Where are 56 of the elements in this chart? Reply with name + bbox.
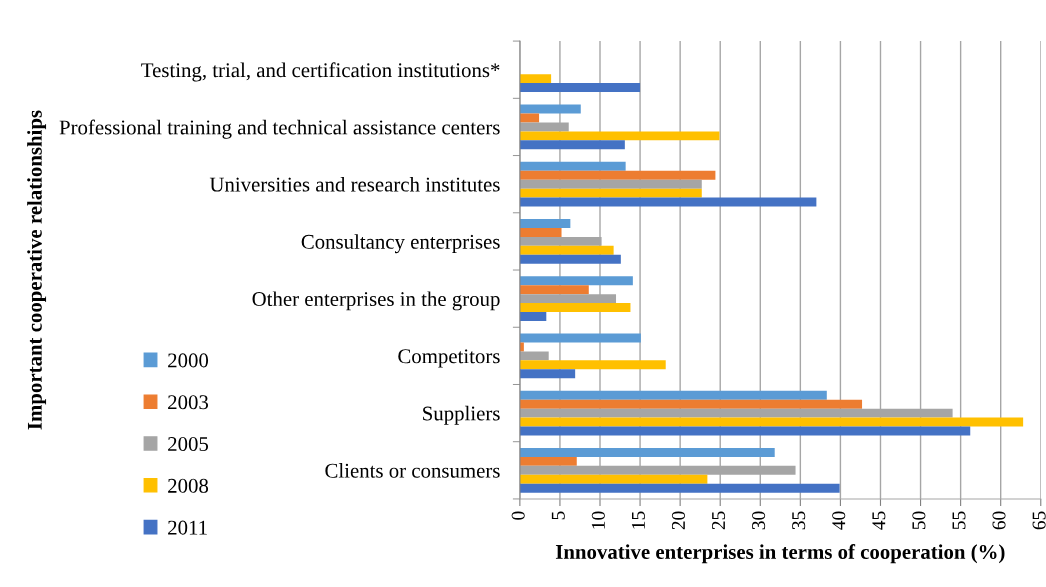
bar	[519, 179, 702, 189]
bar	[519, 456, 577, 466]
bar	[519, 276, 633, 286]
bar	[519, 74, 552, 84]
bar	[519, 170, 716, 180]
bar	[519, 219, 571, 229]
x-tick-label: 55	[952, 511, 966, 530]
bar	[519, 245, 614, 255]
x-tick-label: 65	[1032, 511, 1046, 530]
x-tick-label: 35	[792, 511, 806, 530]
y-tick-label: Testing, trial, and certification institutions*	[141, 62, 500, 82]
bar	[519, 312, 547, 321]
bar	[519, 303, 631, 313]
bar	[519, 254, 621, 264]
y-tick-label: Competitors	[398, 349, 500, 368]
bar	[519, 474, 708, 484]
legend-label: 2005	[168, 436, 209, 452]
x-tick-label: 10	[591, 511, 605, 529]
bar	[519, 351, 549, 361]
y-tick-label: Professional training and technical assistance centers	[59, 119, 500, 139]
y-tick-label: Other enterprises in the group	[252, 291, 500, 311]
x-axis-title: Innovative enterprises in terms of cooperation (%)	[555, 544, 1005, 564]
x-tick-label: 40	[832, 511, 846, 530]
bar	[519, 448, 775, 457]
bar	[519, 426, 971, 436]
legend-label: 2008	[168, 478, 209, 493]
bar	[519, 390, 827, 400]
bar	[519, 188, 702, 198]
legend-label: 2003	[168, 395, 209, 410]
bar	[519, 483, 840, 493]
bar	[519, 161, 626, 171]
y-tick-label: Universities and research institutes	[209, 176, 500, 192]
bar	[519, 369, 576, 379]
bar	[519, 399, 863, 409]
legend-label: 2011	[168, 520, 207, 535]
bar	[519, 228, 562, 237]
bar	[519, 131, 720, 141]
x-tick-label: 30	[752, 511, 766, 530]
x-tick-label: 20	[671, 511, 686, 530]
x-tick-label: 60	[992, 511, 1006, 530]
x-tick-label: 0	[511, 511, 525, 520]
bar	[519, 360, 666, 370]
y-axis-title: Important cooperative relationships	[27, 110, 47, 430]
bar	[519, 83, 641, 93]
bar	[519, 140, 625, 150]
y-tick-label: Suppliers	[423, 405, 500, 425]
y-tick-label: Clients or consumers	[325, 463, 500, 478]
x-tick-label: 50	[912, 511, 926, 530]
x-tick-label: 5	[551, 511, 565, 520]
y-tick-label: Consultancy enterprises	[301, 234, 500, 254]
x-tick-label: 15	[631, 511, 645, 529]
legend-label: 2000	[168, 353, 209, 368]
bar	[519, 104, 581, 114]
x-tick-label: 25	[712, 511, 726, 530]
bar	[519, 285, 589, 295]
x-tick-label: 45	[872, 511, 886, 530]
